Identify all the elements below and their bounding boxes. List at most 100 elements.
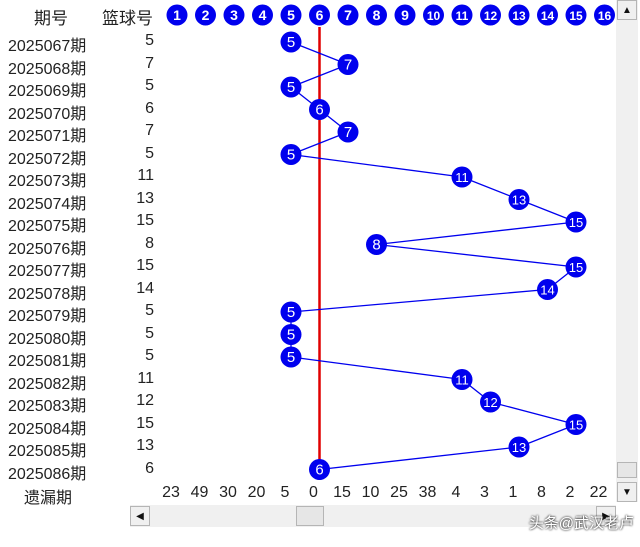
header-ball-label: 9: [401, 7, 409, 23]
header-ball-label: 10: [427, 9, 441, 23]
ball-marker-label: 11: [455, 170, 469, 185]
ball-number-value: 5: [145, 324, 154, 342]
period-label: 2025070期: [8, 105, 87, 123]
ball-marker-label: 15: [569, 215, 583, 230]
ball-marker: [337, 121, 359, 143]
header-ball-label: 5: [287, 7, 295, 23]
omission-value: 3: [480, 484, 489, 501]
period-label: 2025076期: [8, 240, 87, 258]
header-ball-label: 11: [456, 9, 469, 23]
period-label: 2025080期: [8, 330, 87, 348]
header-ball-7: [337, 4, 359, 26]
scroll-up-button[interactable]: ▲: [617, 0, 637, 20]
omission-value: 38: [418, 484, 437, 501]
trend-segment: [290, 356, 463, 381]
ball-marker: [565, 256, 587, 278]
ball-marker: [366, 234, 387, 255]
ball-marker-label: 5: [287, 79, 295, 96]
header-ball-label: 4: [259, 7, 267, 23]
ball-marker-label: 5: [287, 349, 295, 366]
ball-number-value: 8: [145, 234, 154, 252]
trend-segment: [490, 401, 577, 426]
ball-number-value: 12: [136, 392, 154, 409]
ball-marker-label: 5: [287, 304, 295, 321]
ball-marker-label: 8: [372, 237, 380, 254]
ball-marker: [480, 391, 501, 413]
watermark: 头条@武汉老卢: [528, 515, 634, 532]
trend-segment: [376, 221, 577, 246]
header-ball-15: [565, 4, 587, 26]
ball-marker: [280, 324, 302, 345]
header-ball-label: 1: [173, 7, 181, 23]
header-ball-label: 16: [598, 9, 612, 23]
header-ball-label: 6: [316, 7, 324, 23]
ball-marker: [280, 76, 302, 98]
ball-number-value: 11: [137, 167, 154, 184]
omission-value: 25: [390, 484, 408, 501]
omission-value: 4: [451, 484, 461, 501]
ball-marker: [309, 459, 330, 480]
ball-marker-label: 12: [483, 395, 497, 410]
ball-number-value: 13: [136, 189, 154, 207]
ball-number-value: 15: [136, 212, 154, 229]
header-ball-label: 14: [541, 9, 555, 23]
ball-number-value: 14: [136, 279, 154, 297]
omission-label: 遗漏期: [24, 490, 73, 507]
period-label: 2025075期: [8, 218, 87, 235]
omission-value: 10: [361, 484, 380, 501]
period-label: 2025074期: [8, 195, 87, 213]
ball-marker: [565, 211, 587, 233]
horizontal-scroll-thumb[interactable]: [296, 506, 324, 526]
header-ball-label: 15: [569, 9, 583, 23]
ball-number-value: 5: [145, 144, 154, 162]
omission-value: 30: [219, 484, 237, 501]
omission-value: 23: [162, 484, 180, 501]
omission-value: 49: [190, 484, 209, 501]
period-column-header: 期号: [34, 9, 68, 28]
ball-number-value: 15: [136, 414, 154, 432]
period-label: 2025081期: [8, 353, 87, 370]
scroll-left-button[interactable]: ◀: [130, 506, 150, 526]
header-ball-6: [309, 4, 330, 26]
scroll-right-button[interactable]: ▶: [596, 506, 616, 526]
horizontal-scrollbar[interactable]: ◀ ▶: [130, 505, 616, 527]
header-ball-3: [223, 4, 245, 26]
period-label: 2025072期: [8, 150, 87, 168]
ball-number-value: 5: [145, 302, 154, 319]
ball-marker: [451, 166, 473, 188]
header-ball-12: [480, 4, 501, 26]
ball-number-value: 7: [145, 122, 154, 139]
ball-number-value: 6: [145, 99, 154, 117]
scroll-down-button[interactable]: ▼: [617, 482, 637, 502]
ball-marker-label: 6: [315, 462, 323, 479]
vertical-scroll-thumb[interactable]: [617, 462, 637, 478]
trend-segment: [319, 446, 520, 471]
trend-segment: [290, 288, 548, 313]
ball-marker-label: 5: [287, 34, 295, 51]
vertical-scrollbar[interactable]: ▲ ▼: [616, 0, 638, 502]
ball-number-value: 7: [145, 54, 154, 72]
period-label: 2025067期: [8, 38, 87, 55]
header-ball-label: 2: [202, 7, 210, 23]
ball-marker-label: 7: [344, 57, 352, 74]
period-label: 2025079期: [8, 308, 87, 325]
ball-number-value: 5: [145, 32, 154, 49]
header-ball-8: [366, 4, 387, 26]
period-label: 2025078期: [8, 285, 87, 303]
header-ball-label: 12: [484, 9, 498, 23]
period-label: 2025085期: [8, 443, 87, 460]
ball-marker: [565, 414, 587, 435]
header-ball-10: [423, 4, 444, 26]
ball-marker-label: 5: [287, 327, 295, 344]
header-ball-2: [195, 4, 216, 26]
period-label: 2025071期: [8, 128, 87, 145]
trend-segment: [290, 153, 463, 178]
ball-marker: [451, 369, 473, 390]
ball-marker-label: 13: [512, 440, 526, 455]
period-label: 2025082期: [8, 375, 87, 393]
header-ball-label: 8: [373, 7, 381, 23]
omission-value: 2: [565, 484, 575, 501]
ball-marker-label: 15: [569, 260, 583, 275]
omission-value: 22: [589, 484, 608, 501]
